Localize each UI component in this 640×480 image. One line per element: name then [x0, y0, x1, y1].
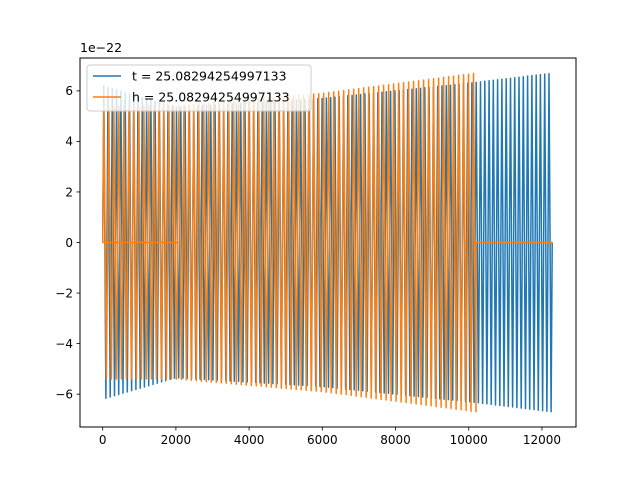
series-group: [101, 72, 553, 413]
x-tick-label: 4000: [234, 433, 265, 447]
x-tick-label: 6000: [307, 433, 338, 447]
x-tick-label: 2000: [161, 433, 192, 447]
x-axis: 0 2000 4000 6000 8000 10000 12000: [99, 427, 561, 447]
x-tick-label: 0: [99, 433, 107, 447]
y-axis: −6 −4 −2 0 2 4 6: [55, 84, 80, 401]
x-tick-label: 8000: [380, 433, 411, 447]
y-tick-label: −6: [55, 387, 73, 401]
y-tick-label: −2: [55, 286, 73, 300]
y-tick-label: 4: [65, 135, 73, 149]
y-tick-label: 6: [65, 84, 73, 98]
legend-label-1: h = 25.08294254997133: [132, 90, 290, 105]
y-offset-label: 1e−22: [80, 40, 122, 55]
legend-box: [86, 64, 312, 112]
y-tick-label: 2: [65, 185, 73, 199]
x-tick-label: 10000: [450, 433, 488, 447]
series-line-1: [101, 72, 553, 413]
y-tick-label: −4: [55, 337, 73, 351]
y-tick-label: 0: [65, 236, 73, 250]
legend: t = 25.08294254997133 h = 25.082942549971…: [86, 64, 312, 112]
x-tick-label: 12000: [523, 433, 561, 447]
legend-label-0: t = 25.08294254997133: [132, 69, 287, 84]
